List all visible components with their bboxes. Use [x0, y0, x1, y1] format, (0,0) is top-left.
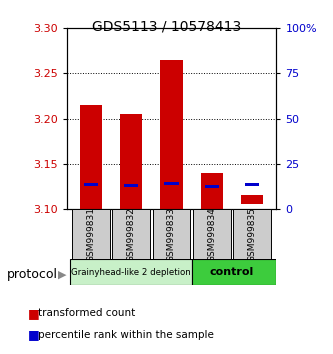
Bar — [80, 105, 102, 209]
Bar — [70, 259, 192, 285]
Bar — [233, 209, 271, 260]
Bar — [241, 195, 263, 204]
Bar — [112, 209, 150, 260]
Bar — [193, 209, 231, 260]
Text: GDS5113 / 10578413: GDS5113 / 10578413 — [92, 19, 241, 34]
Bar — [72, 209, 110, 260]
Bar — [84, 183, 98, 186]
Text: protocol: protocol — [7, 268, 58, 281]
Text: GSM999831: GSM999831 — [86, 207, 95, 262]
Bar — [201, 173, 223, 209]
Text: ■: ■ — [28, 328, 40, 341]
Bar — [192, 259, 276, 285]
Text: control: control — [210, 267, 254, 277]
Bar — [120, 114, 142, 209]
Bar — [245, 183, 259, 186]
Bar — [153, 209, 190, 260]
Text: transformed count: transformed count — [38, 308, 136, 318]
Text: GSM999833: GSM999833 — [167, 207, 176, 262]
Text: GSM999834: GSM999834 — [207, 207, 216, 262]
Text: ▶: ▶ — [58, 269, 67, 279]
Bar — [124, 184, 139, 187]
Bar — [204, 185, 219, 188]
Bar — [164, 182, 179, 185]
Text: GSM999832: GSM999832 — [127, 207, 136, 262]
Text: percentile rank within the sample: percentile rank within the sample — [38, 330, 214, 339]
Bar — [161, 60, 182, 209]
Text: Grainyhead-like 2 depletion: Grainyhead-like 2 depletion — [71, 268, 191, 277]
Text: ■: ■ — [28, 307, 40, 320]
Text: GSM999835: GSM999835 — [248, 207, 257, 262]
